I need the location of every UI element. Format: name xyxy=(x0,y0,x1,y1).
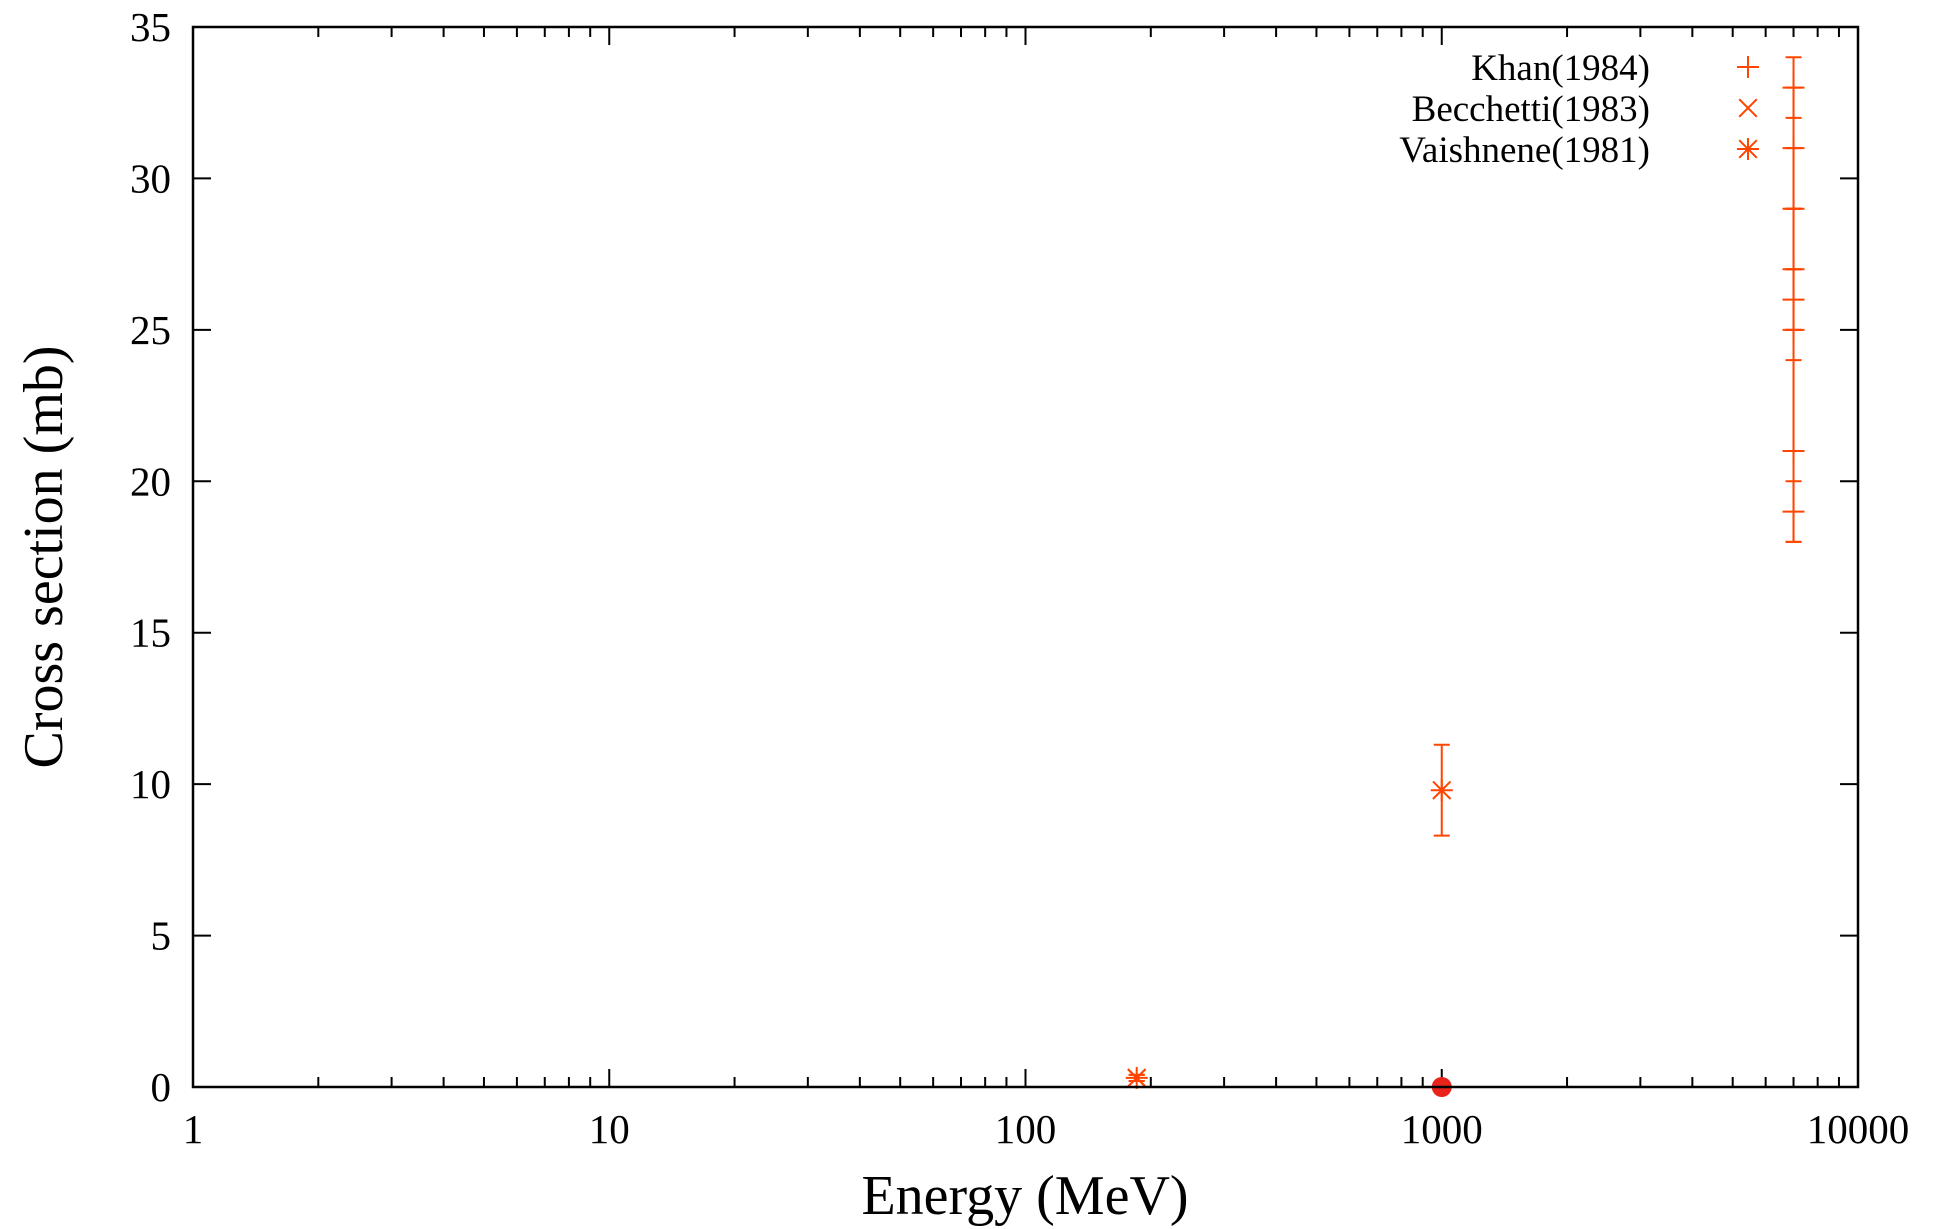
y-axis-title: Cross section (mb) xyxy=(13,345,75,768)
data-marks xyxy=(1125,56,1805,1097)
data-point xyxy=(1430,743,1453,837)
legend-label: Becchetti(1983) xyxy=(1412,89,1650,130)
marker-stroke xyxy=(1127,1068,1147,1088)
y-tick-label: 20 xyxy=(130,458,171,504)
y-tick-label: 10 xyxy=(130,761,171,807)
x-tick-label: 1 xyxy=(183,1106,204,1152)
legend-entry: Vaishnene(1981) xyxy=(1399,130,1759,171)
legend-entry: Khan(1984) xyxy=(1471,48,1759,89)
marker-stroke xyxy=(1738,139,1758,159)
x-tick-label: 100 xyxy=(995,1106,1057,1152)
marker-stroke xyxy=(1738,98,1758,118)
data-point xyxy=(1125,1066,1148,1089)
y-tick-label: 15 xyxy=(130,610,171,656)
legend-label: Vaishnene(1981) xyxy=(1399,130,1650,171)
x-tick-label: 10 xyxy=(589,1106,630,1152)
x-tick-label: 10000 xyxy=(1807,1106,1910,1152)
marker-stroke xyxy=(1432,780,1452,800)
y-tick-label: 30 xyxy=(130,155,171,201)
x-tick-label: 1000 xyxy=(1401,1106,1483,1152)
legend-entry: Becchetti(1983) xyxy=(1412,89,1758,130)
axis-ticks: 1 10 100 1000 10000 0 5 10 15 20 25 30 35 xyxy=(130,4,1909,1152)
x-axis-title: Energy (MeV) xyxy=(861,1165,1188,1227)
data-point xyxy=(1782,480,1805,543)
legend-label: Khan(1984) xyxy=(1471,48,1650,89)
legend: Khan(1984)Becchetti(1983)Vaishnene(1981) xyxy=(1399,48,1759,171)
y-tick-label: 5 xyxy=(151,913,172,959)
y-tick-label: 35 xyxy=(130,4,171,50)
y-tick-label: 25 xyxy=(130,307,171,353)
y-tick-label: 0 xyxy=(151,1064,172,1110)
plot-frame xyxy=(191,25,1860,1089)
